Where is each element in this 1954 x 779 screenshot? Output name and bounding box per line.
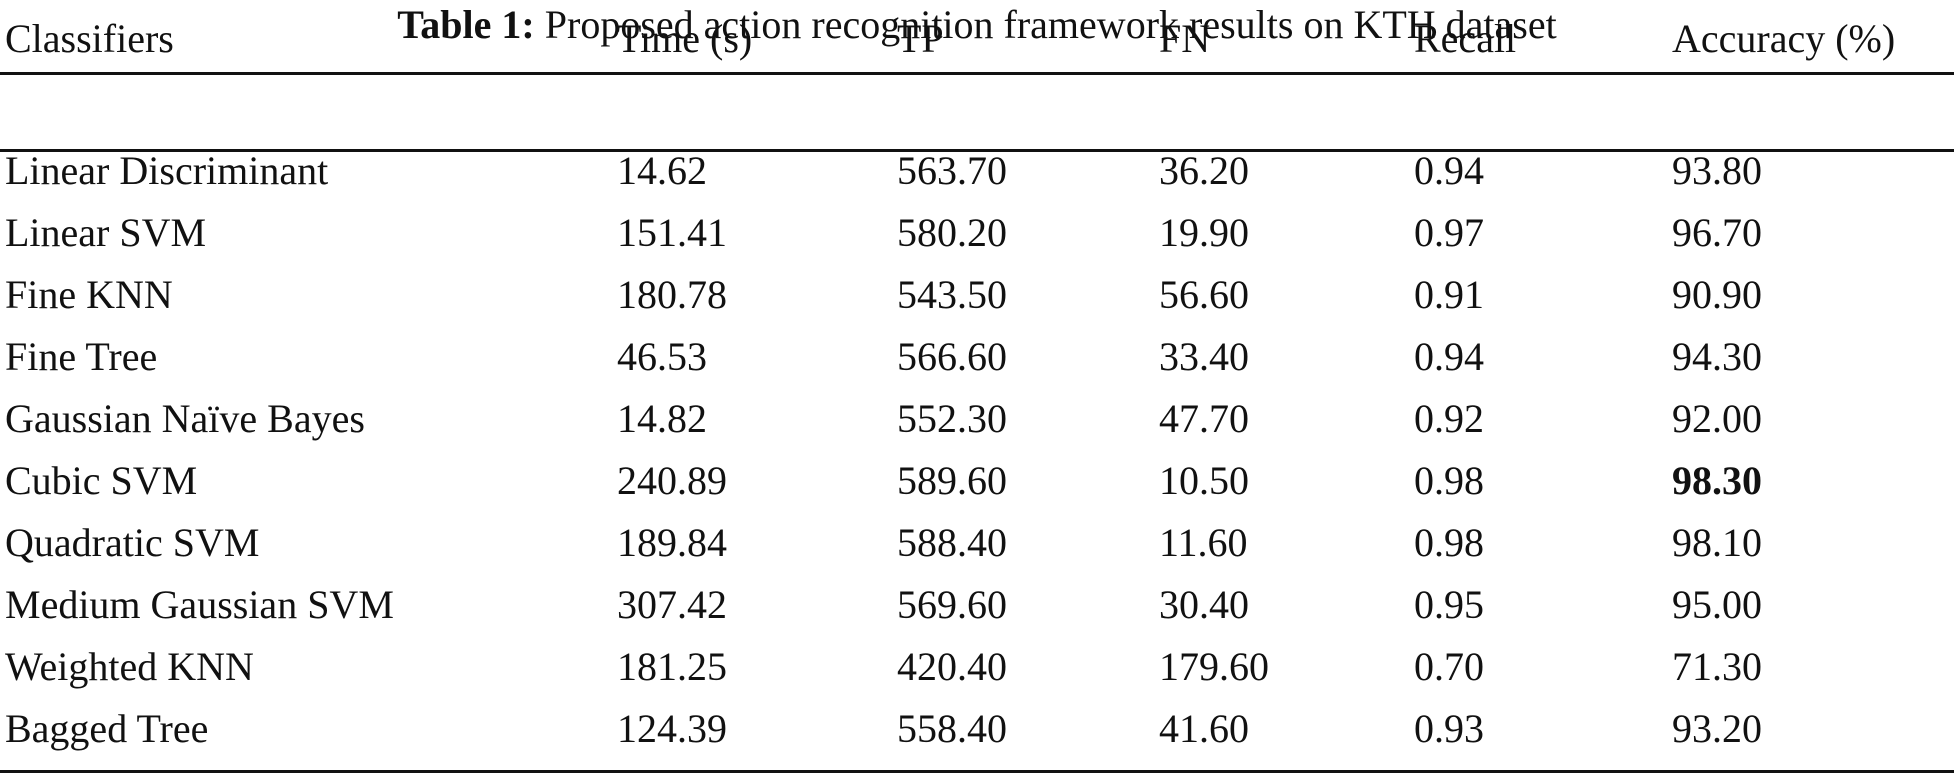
header-accuracy: Accuracy (%) <box>1672 16 1896 61</box>
cell-classifier: Fine KNN <box>5 271 173 317</box>
header-recall: Recall <box>1414 16 1517 61</box>
cell-fn: 11.60 <box>1159 519 1248 565</box>
header-fn: FN <box>1159 16 1211 61</box>
cell-fn: 10.50 <box>1159 457 1249 503</box>
table-top-rule <box>0 72 1954 75</box>
cell-accuracy: 95.00 <box>1672 581 1762 627</box>
cell-time: 240.89 <box>617 457 727 503</box>
table-header-row: Classifiers Time (s) TP FN Recall Accura… <box>0 0 1954 77</box>
table-row: Cubic SVM 240.89 589.60 10.50 0.98 98.30 <box>0 449 1954 511</box>
cell-tp: 569.60 <box>897 581 1007 627</box>
cell-tp: 420.40 <box>897 643 1007 689</box>
cell-tp: 543.50 <box>897 271 1007 317</box>
table-caption: Table 1: Proposed action recognition fra… <box>0 0 1954 56</box>
cell-tp: 580.20 <box>897 209 1007 255</box>
cell-classifier: Bagged Tree <box>5 705 209 751</box>
table-caption-text: Proposed action recognition framework re… <box>544 2 1557 47</box>
cell-fn: 179.60 <box>1159 643 1269 689</box>
cell-time: 180.78 <box>617 271 727 317</box>
cell-time: 307.42 <box>617 581 727 627</box>
cell-recall: 0.95 <box>1414 581 1484 627</box>
table-spacer <box>0 77 1954 139</box>
cell-tp: 566.60 <box>897 333 1007 379</box>
cell-accuracy: 90.90 <box>1672 271 1762 317</box>
cell-time: 46.53 <box>617 333 707 379</box>
cell-recall: 0.94 <box>1414 147 1484 193</box>
cell-accuracy: 71.30 <box>1672 643 1762 689</box>
table-row: Linear SVM 151.41 580.20 19.90 0.97 96.70 <box>0 201 1954 263</box>
cell-fn: 41.60 <box>1159 705 1249 751</box>
cell-recall: 0.91 <box>1414 271 1484 317</box>
cell-classifier: Fine Tree <box>5 333 158 379</box>
cell-tp: 589.60 <box>897 457 1007 503</box>
cell-time: 124.39 <box>617 705 727 751</box>
table-header-rule <box>0 149 1954 152</box>
cell-recall: 0.98 <box>1414 457 1484 503</box>
table-caption-label: Table 1: <box>397 2 535 47</box>
cell-accuracy: 93.20 <box>1672 705 1762 751</box>
cell-classifier: Weighted KNN <box>5 643 254 689</box>
table-row: Linear Discriminant 14.62 563.70 36.20 0.94 9… <box>0 139 1954 201</box>
cell-classifier: Medium Gaussian SVM <box>5 581 394 627</box>
cell-classifier: Quadratic SVM <box>5 519 260 565</box>
cell-time: 14.62 <box>617 147 707 193</box>
cell-fn: 33.40 <box>1159 333 1249 379</box>
cell-fn: 36.20 <box>1159 147 1249 193</box>
cell-accuracy: 98.30 <box>1672 457 1762 503</box>
table-row: Weighted KNN 181.25 420.40 179.60 0.70 71.30 <box>0 635 1954 697</box>
table-row: Fine KNN 180.78 543.50 56.60 0.91 90.90 <box>0 263 1954 325</box>
cell-tp: 588.40 <box>897 519 1007 565</box>
cell-tp: 563.70 <box>897 147 1007 193</box>
cell-recall: 0.92 <box>1414 395 1484 441</box>
table-row: Medium Gaussian SVM 307.42 569.60 30.40 0.95… <box>0 573 1954 635</box>
cell-accuracy: 92.00 <box>1672 395 1762 441</box>
cell-recall: 0.93 <box>1414 705 1484 751</box>
table-row: Gaussian Naïve Bayes 14.82 552.30 47.70 0.92… <box>0 387 1954 449</box>
cell-time: 189.84 <box>617 519 727 565</box>
table-row: Fine Tree 46.53 566.60 33.40 0.94 94.30 <box>0 325 1954 387</box>
cell-time: 14.82 <box>617 395 707 441</box>
cell-recall: 0.97 <box>1414 209 1484 255</box>
cell-recall: 0.70 <box>1414 643 1484 689</box>
cell-recall: 0.98 <box>1414 519 1484 565</box>
table-header: Classifiers Time (s) TP FN Recall Accura… <box>0 0 1954 77</box>
cell-classifier: Cubic SVM <box>5 457 198 503</box>
cell-recall: 0.94 <box>1414 333 1484 379</box>
cell-fn: 30.40 <box>1159 581 1249 627</box>
table-row: Quadratic SVM 189.84 588.40 11.60 0.98 98.10 <box>0 511 1954 573</box>
header-time: Time (s) <box>617 16 753 61</box>
cell-classifier: Linear Discriminant <box>5 147 329 193</box>
cell-time: 151.41 <box>617 209 727 255</box>
table-bottom-rule <box>0 770 1954 773</box>
cell-classifier: Gaussian Naïve Bayes <box>5 395 365 441</box>
cell-accuracy: 93.80 <box>1672 147 1762 193</box>
results-table: Classifiers Time (s) TP FN Recall Accura… <box>0 0 1954 759</box>
header-tp: TP <box>897 16 944 61</box>
header-classifiers: Classifiers <box>5 16 174 61</box>
table-row: Bagged Tree 124.39 558.40 41.60 0.93 93.20 <box>0 697 1954 759</box>
cell-fn: 19.90 <box>1159 209 1249 255</box>
cell-accuracy: 98.10 <box>1672 519 1762 565</box>
cell-accuracy: 96.70 <box>1672 209 1762 255</box>
cell-tp: 552.30 <box>897 395 1007 441</box>
cell-time: 181.25 <box>617 643 727 689</box>
cell-fn: 47.70 <box>1159 395 1249 441</box>
cell-tp: 558.40 <box>897 705 1007 751</box>
table-body: Linear Discriminant 14.62 563.70 36.20 0.94 9… <box>0 139 1954 759</box>
cell-fn: 56.60 <box>1159 271 1249 317</box>
cell-classifier: Linear SVM <box>5 209 207 255</box>
cell-accuracy: 94.30 <box>1672 333 1762 379</box>
